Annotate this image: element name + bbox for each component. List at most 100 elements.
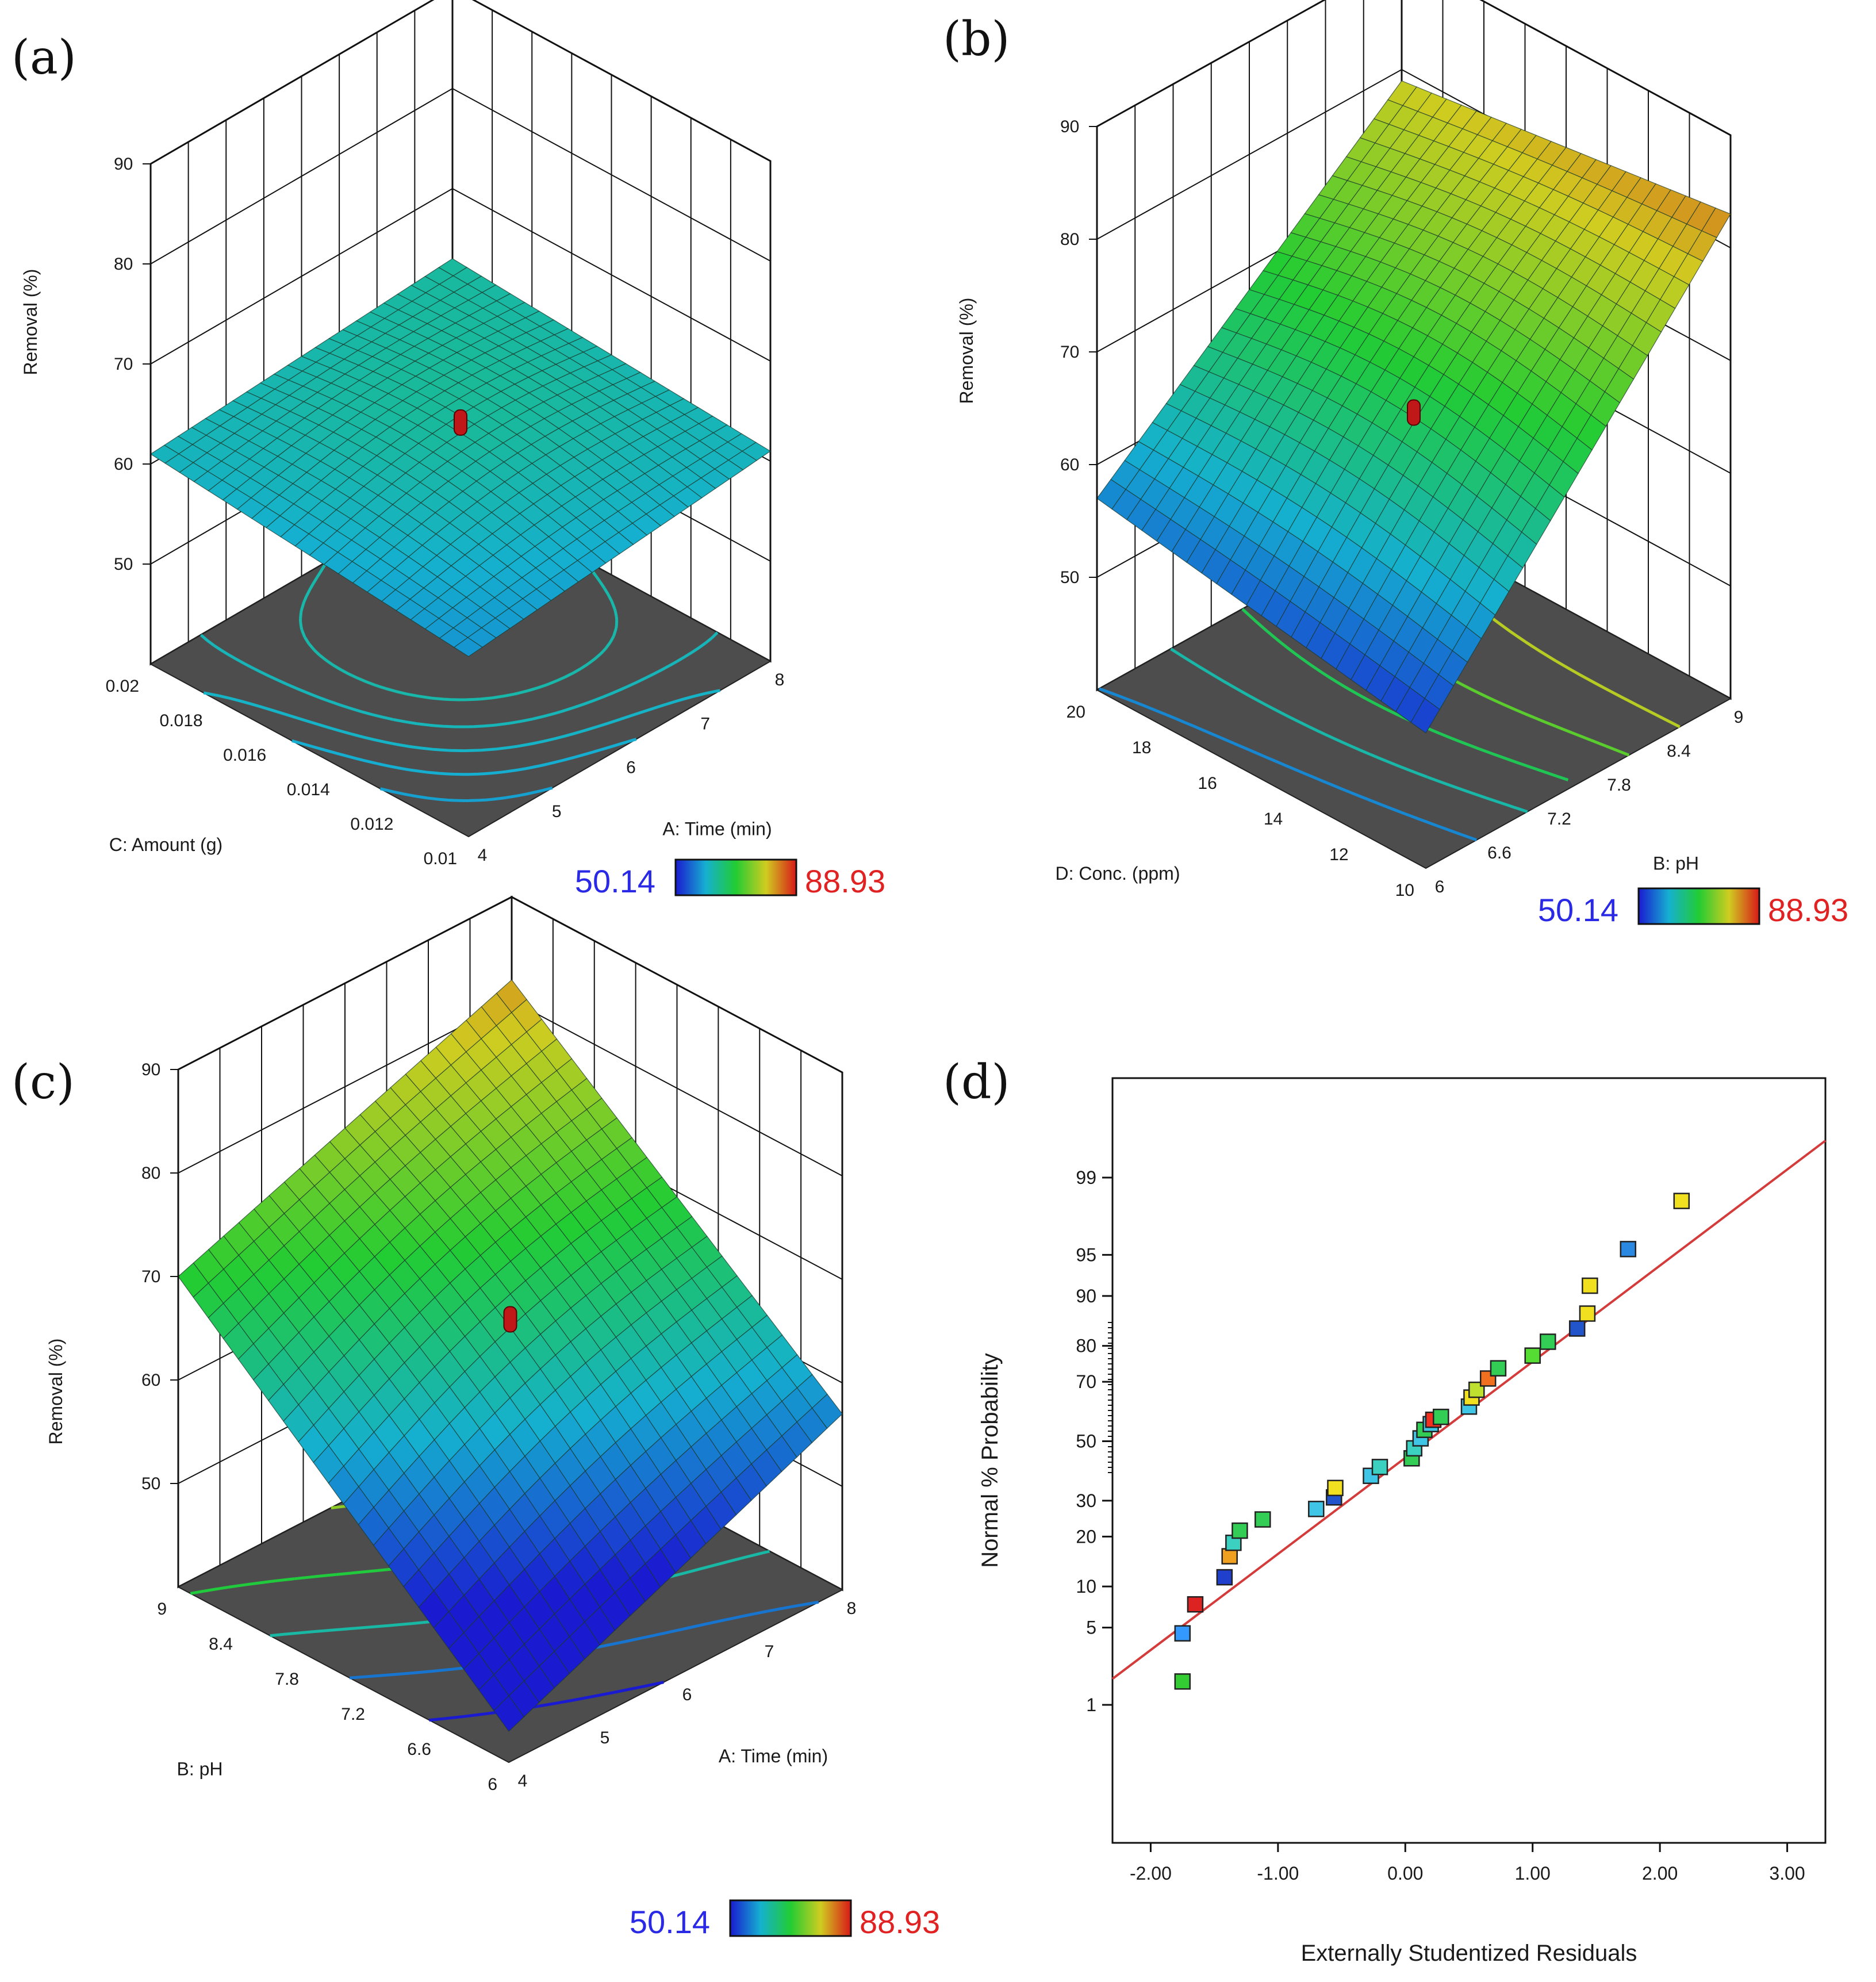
y-tick-label: 80 — [1076, 1336, 1096, 1356]
data-point — [1582, 1277, 1598, 1294]
data-point — [1540, 1333, 1556, 1350]
data-point — [1232, 1522, 1248, 1539]
y-tick-label: 20 — [1066, 703, 1085, 722]
x-tick-label: 2.00 — [1642, 1863, 1678, 1884]
x-tick-label: 1.00 — [1515, 1863, 1551, 1884]
z-axis-title: Removal (%) — [45, 1339, 66, 1445]
legend-min-value: 50.14 — [575, 863, 655, 899]
wall-gridline-z — [150, 87, 771, 264]
x-axis-title: Externally Studentized Residuals — [1301, 1941, 1637, 1966]
y-tick-label: 9 — [157, 1600, 167, 1619]
y-tick-label: 99 — [1076, 1167, 1096, 1188]
surface-cell — [453, 637, 483, 657]
data-point — [1254, 1511, 1271, 1528]
z-tick-label: 70 — [114, 355, 133, 374]
x-tick-label: 8 — [775, 670, 785, 689]
panel-label-b: (b) — [943, 12, 1010, 67]
y-tick-label: 95 — [1076, 1244, 1096, 1265]
y-tick-label: 30 — [1076, 1490, 1096, 1511]
x-tick-label: 5 — [552, 802, 562, 821]
y-tick-label: 16 — [1198, 774, 1217, 793]
data-point — [1174, 1625, 1191, 1642]
x-axis-title: B: pH — [1653, 853, 1699, 874]
z-tick-label: 90 — [1060, 117, 1079, 136]
z-axis-title: Removal (%) — [956, 298, 977, 404]
data-point — [1327, 1479, 1344, 1497]
z-axis-title: Removal (%) — [20, 269, 41, 375]
y-tick-label: 10 — [1076, 1576, 1096, 1597]
y-tick-label: 90 — [1076, 1286, 1096, 1306]
panel-label-c: (c) — [11, 1055, 75, 1110]
design-point-marker — [1407, 399, 1421, 426]
x-axis-title: A: Time (min) — [662, 819, 772, 839]
y-tick-label: 18 — [1132, 738, 1151, 757]
data-point — [1221, 1548, 1238, 1565]
z-tick-label: 80 — [141, 1164, 160, 1183]
data-point — [1371, 1459, 1388, 1475]
x-tick-label: 7.8 — [1607, 776, 1631, 795]
z-tick-label: 60 — [114, 455, 133, 474]
y-tick-label: 7.8 — [275, 1670, 299, 1689]
data-point — [1490, 1360, 1507, 1377]
x-tick-label: 4 — [518, 1772, 528, 1791]
z-tick-label: 80 — [114, 255, 133, 274]
y-axis-title: D: Conc. (ppm) — [1056, 863, 1180, 884]
x-tick-label: 6 — [626, 758, 636, 777]
y-tick-label: 5 — [1086, 1617, 1096, 1638]
y-tick-label: 0.012 — [350, 815, 393, 834]
normal-probability-plot: 1 5 10 20 30 50 70 80 90 95 99 -2.00 -1.00 0.00 1.00 2.… — [977, 1077, 1827, 1966]
z-tick-label: 60 — [1060, 455, 1079, 474]
contour-line — [1241, 608, 1569, 781]
y-axis-title: Normal % Probability — [977, 1353, 1003, 1567]
surface-plot-b: 50 60 70 80 90 Removal (%) 6 6.6 7.2 7.8 8.4 9 B: pH… — [956, 0, 1848, 928]
y-tick-label: 1 — [1086, 1695, 1096, 1715]
y-tick-label: 20 — [1076, 1526, 1096, 1547]
plot-frame — [1111, 1077, 1827, 1844]
z-tick-label: 90 — [141, 1060, 160, 1079]
x-tick-label: 0.00 — [1387, 1863, 1423, 1884]
y-tick-label: 10 — [1395, 881, 1414, 900]
y-tick-label: 0.014 — [287, 780, 330, 799]
z-tick-label: 50 — [114, 555, 133, 574]
legend-max-value: 88.93 — [860, 1904, 940, 1940]
z-tick-label: 70 — [1060, 343, 1079, 362]
wall-gridline-z — [150, 187, 771, 365]
design-point-marker — [454, 409, 467, 436]
x-tick-label: 8.4 — [1667, 742, 1691, 761]
contour-line — [299, 559, 619, 701]
y-tick-label: 7.2 — [341, 1705, 365, 1724]
colorbar — [1637, 887, 1760, 925]
z-tick-label: 50 — [1060, 568, 1079, 587]
y-tick-label: 6 — [488, 1775, 497, 1794]
z-tick-label: 60 — [141, 1371, 160, 1390]
z-tick-label: 80 — [1060, 230, 1079, 249]
data-point — [1673, 1193, 1690, 1209]
x-tick-label: 6.6 — [1487, 844, 1511, 862]
data-point — [1216, 1569, 1233, 1586]
surface-cell — [493, 1695, 525, 1732]
z-tick-label: 70 — [141, 1267, 160, 1286]
legend-min-value: 50.14 — [1538, 892, 1618, 928]
data-point — [1308, 1501, 1325, 1517]
y-tick-label: 8.4 — [209, 1635, 233, 1654]
z-tick-label: 90 — [114, 155, 133, 174]
x-tick-label: 8 — [847, 1599, 857, 1618]
surface-plot-a: 50 60 70 80 90 Removal (%) 4 5 6 7 8 A: Time (min) 0… — [20, 0, 885, 899]
colorbar — [674, 858, 797, 896]
contour-line — [291, 738, 637, 776]
y-tick-label: 12 — [1329, 845, 1348, 864]
contour-line — [379, 786, 553, 802]
legend-max-value: 88.93 — [805, 863, 885, 899]
x-tick-label: -1.00 — [1257, 1863, 1299, 1884]
contour-line — [200, 631, 719, 729]
x-tick-label: 7.2 — [1547, 810, 1571, 829]
x-tick-label: 6 — [682, 1685, 692, 1704]
x-tick-label: -2.00 — [1130, 1863, 1172, 1884]
legend-min-value: 50.14 — [630, 1904, 710, 1940]
x-tick-label: 5 — [600, 1728, 610, 1747]
legend-max-value: 88.93 — [1768, 892, 1848, 928]
panel-label-a: (a) — [11, 30, 76, 85]
x-tick-label: 7 — [700, 714, 710, 733]
y-axis-title: B: pH — [177, 1759, 222, 1780]
